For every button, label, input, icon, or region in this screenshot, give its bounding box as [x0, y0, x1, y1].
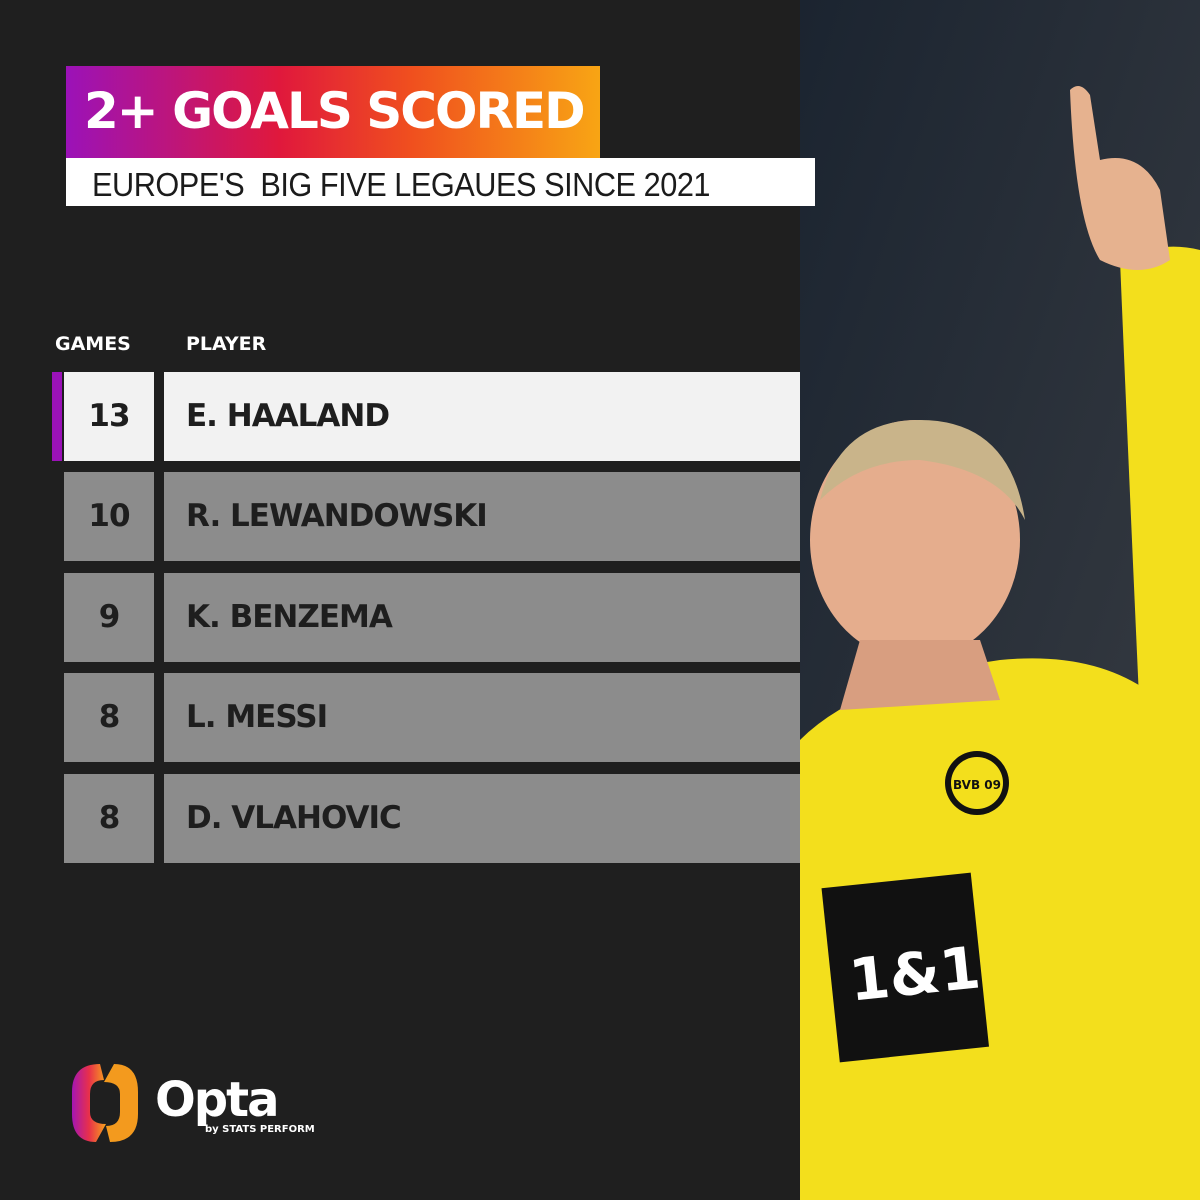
player-photo: 1&1 BVB 09	[800, 0, 1200, 1200]
games-cell: 8	[64, 774, 154, 863]
player-cell: R. LEWANDOWSKI	[164, 472, 800, 561]
table-row: 8 D. VLAHOVIC	[64, 774, 800, 863]
player-cell: L. MESSI	[164, 673, 800, 762]
subtitle: EUROPE'S BIG FIVE LEGAUES SINCE 2021	[92, 166, 711, 203]
highlight-accent	[52, 372, 62, 461]
header-games: GAMES	[55, 333, 131, 355]
table-row: 8 L. MESSI	[64, 673, 800, 762]
sponsor-logo: 1&1	[821, 872, 989, 1063]
club-badge: BVB 09	[945, 751, 1009, 815]
opta-logo-icon	[72, 1064, 138, 1142]
brand-name: Opta	[155, 1072, 279, 1128]
table-row: 10 R. LEWANDOWSKI	[64, 472, 800, 561]
games-cell: 10	[64, 472, 154, 561]
games-cell: 13	[64, 372, 154, 461]
title: 2+ GOALS SCORED	[84, 82, 586, 140]
club-badge-text: BVB 09	[953, 778, 1001, 792]
player-cell: K. BENZEMA	[164, 573, 800, 662]
games-cell: 9	[64, 573, 154, 662]
table-row: 13 E. HAALAND	[52, 372, 800, 461]
sponsor-text: 1&1	[846, 933, 984, 1014]
header-player: PLAYER	[186, 333, 267, 355]
player-cell: E. HAALAND	[164, 372, 800, 461]
player-cell: D. VLAHOVIC	[164, 774, 800, 863]
title-banner: 2+ GOALS SCORED	[66, 66, 600, 158]
table-row: 9 K. BENZEMA	[64, 573, 800, 662]
games-cell: 8	[64, 673, 154, 762]
brand-tagline: by STATS PERFORM	[205, 1124, 315, 1135]
subtitle-banner: EUROPE'S BIG FIVE LEGAUES SINCE 2021	[66, 158, 815, 206]
